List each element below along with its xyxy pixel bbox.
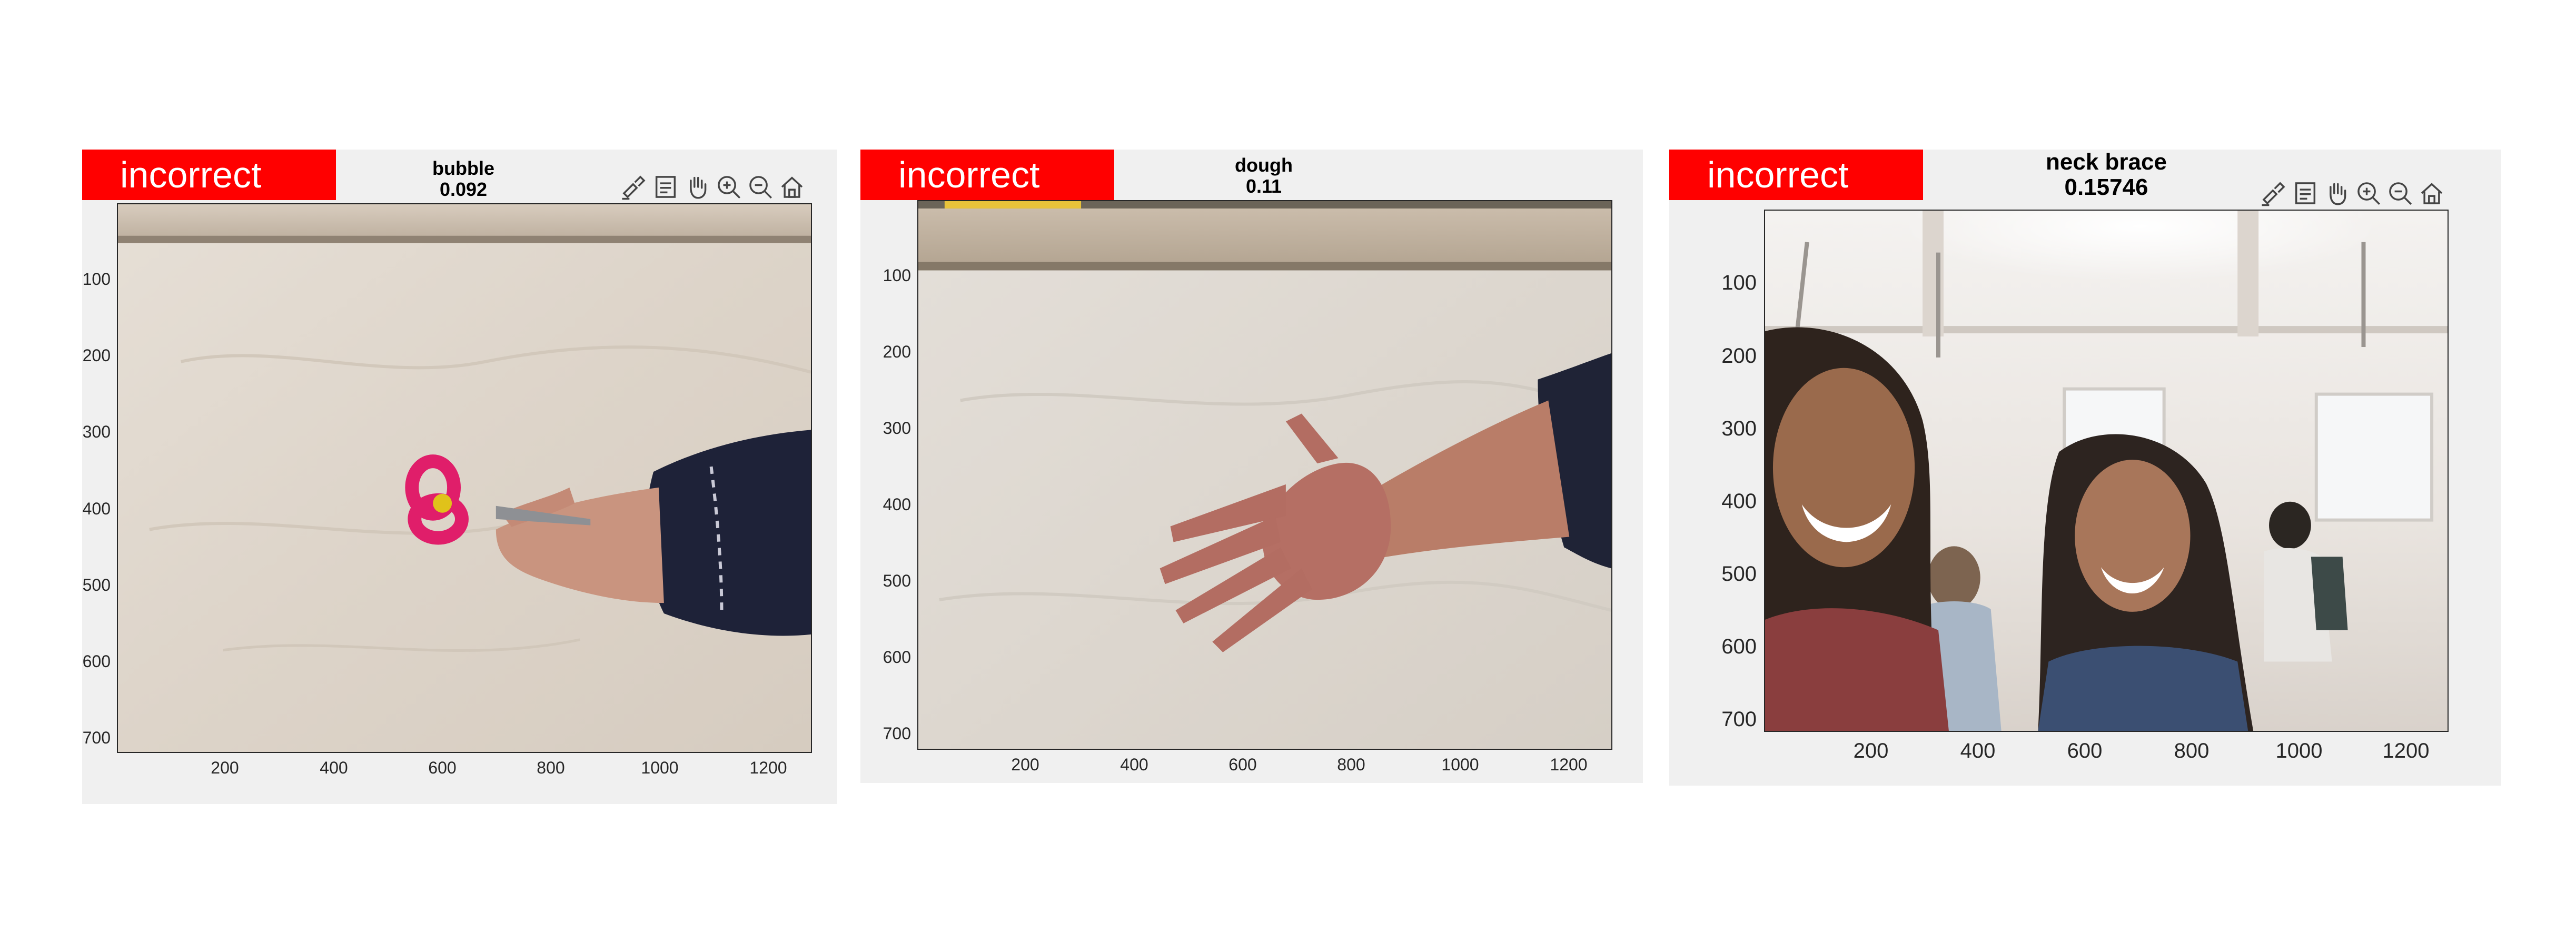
x-tick: 600 bbox=[2067, 739, 2103, 762]
image-axes-1[interactable] bbox=[117, 203, 812, 753]
x-tick: 200 bbox=[1011, 755, 1039, 774]
y-tick: 600 bbox=[1721, 635, 1757, 658]
y-tick: 700 bbox=[82, 728, 111, 747]
brush-icon[interactable] bbox=[620, 173, 648, 201]
y-tick: 100 bbox=[1721, 271, 1757, 294]
y-tick: 500 bbox=[883, 571, 911, 590]
x-tick: 1200 bbox=[2382, 739, 2430, 762]
image-axes-3[interactable] bbox=[1764, 210, 2449, 732]
incorrect-badge-3: incorrect bbox=[1669, 150, 1923, 200]
badge-label: incorrect bbox=[120, 154, 262, 195]
x-tick: 400 bbox=[320, 758, 348, 777]
x-tick: 800 bbox=[2174, 739, 2210, 762]
scissors-in-hand-image bbox=[118, 204, 811, 752]
axes-toolbar-1 bbox=[620, 172, 810, 202]
pan-hand-icon[interactable] bbox=[2323, 180, 2351, 207]
y-tick: 200 bbox=[82, 346, 111, 365]
x-tick: 400 bbox=[1960, 739, 1996, 762]
y-tick: 300 bbox=[82, 422, 111, 441]
data-tips-icon[interactable] bbox=[2292, 180, 2319, 207]
axes-toolbar-3 bbox=[2260, 178, 2450, 209]
y-tick: 400 bbox=[82, 499, 111, 518]
x-tick: 600 bbox=[428, 758, 457, 777]
data-tips-icon[interactable] bbox=[652, 173, 679, 201]
image-axes-2[interactable] bbox=[917, 200, 1612, 750]
x-tick: 1200 bbox=[1550, 755, 1588, 774]
class-label: dough bbox=[1235, 154, 1293, 176]
badge-label: incorrect bbox=[898, 154, 1040, 195]
x-tick: 200 bbox=[211, 758, 239, 777]
pan-hand-icon[interactable] bbox=[683, 173, 711, 201]
brush-icon[interactable] bbox=[2260, 180, 2287, 207]
score-value: 0.15746 bbox=[2064, 174, 2148, 201]
y-tick: 100 bbox=[883, 266, 911, 285]
y-tick: 700 bbox=[883, 724, 911, 743]
open-hand-image bbox=[918, 201, 1611, 749]
x-tick: 600 bbox=[1228, 755, 1257, 774]
y-tick: 500 bbox=[1721, 562, 1757, 586]
y-tick: 200 bbox=[883, 342, 911, 361]
y-tick: 400 bbox=[883, 495, 911, 514]
axes-title-3: neck brace 0.15746 bbox=[2001, 149, 2212, 201]
incorrect-badge-1: incorrect bbox=[82, 150, 336, 200]
zoom-in-icon[interactable] bbox=[715, 173, 742, 201]
badge-label: incorrect bbox=[1707, 154, 1849, 195]
y-tick: 400 bbox=[1721, 490, 1757, 513]
y-tick: 200 bbox=[1721, 344, 1757, 368]
home-icon[interactable] bbox=[778, 173, 806, 201]
axes-title-2: dough 0.11 bbox=[1185, 155, 1343, 196]
y-tick: 300 bbox=[1721, 417, 1757, 440]
y-tick: 100 bbox=[82, 270, 111, 289]
y-tick: 700 bbox=[1721, 708, 1757, 731]
x-tick: 1000 bbox=[1441, 755, 1479, 774]
axes-title-1: bubble 0.092 bbox=[384, 158, 542, 200]
x-tick: 1200 bbox=[749, 758, 787, 777]
zoom-out-icon[interactable] bbox=[2386, 180, 2414, 207]
selfie-classroom-image bbox=[1765, 211, 2448, 731]
x-tick: 400 bbox=[1120, 755, 1148, 774]
x-tick: 800 bbox=[537, 758, 565, 777]
zoom-out-icon[interactable] bbox=[747, 173, 774, 201]
y-tick: 600 bbox=[82, 652, 111, 671]
class-label: neck brace bbox=[2046, 149, 2167, 175]
y-tick: 300 bbox=[883, 419, 911, 438]
zoom-in-icon[interactable] bbox=[2355, 180, 2382, 207]
x-tick: 800 bbox=[1337, 755, 1365, 774]
y-tick: 500 bbox=[82, 576, 111, 594]
x-tick: 1000 bbox=[2275, 739, 2323, 762]
x-tick: 200 bbox=[1853, 739, 1889, 762]
x-tick: 1000 bbox=[641, 758, 679, 777]
score-value: 0.092 bbox=[439, 178, 488, 200]
y-tick: 600 bbox=[883, 648, 911, 667]
score-value: 0.11 bbox=[1245, 175, 1282, 197]
class-label: bubble bbox=[432, 157, 494, 179]
home-icon[interactable] bbox=[2418, 180, 2445, 207]
incorrect-badge-2: incorrect bbox=[860, 150, 1114, 200]
